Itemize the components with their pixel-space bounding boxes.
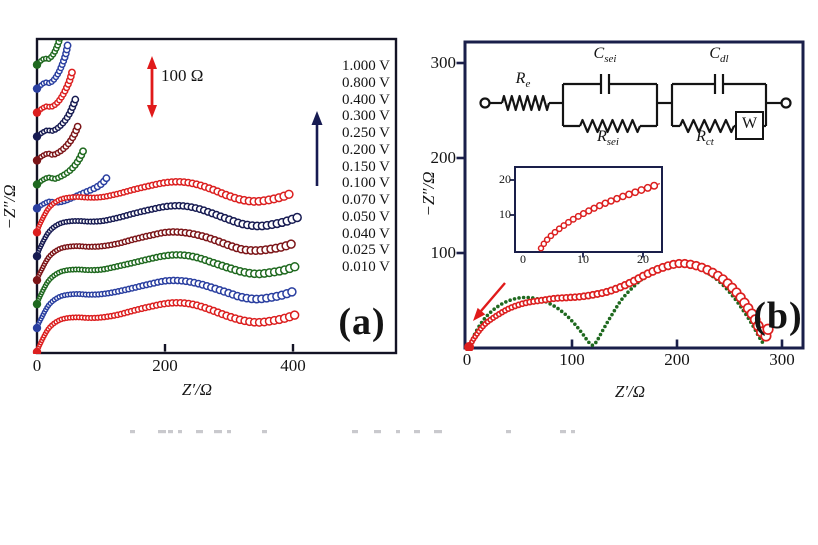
inset-y-tick-label: 20 [499,172,511,186]
voltage-label: 0.010 V [341,259,390,275]
panel-b-x-tick-label: 300 [769,350,795,369]
inset-x-tick-label: 0 [520,252,526,266]
capacitor-cdl-label: Cdl [709,45,729,66]
panel-a-x-tick-label: 400 [280,356,306,375]
panel-a-x-axis-label: Z′/Ω [181,380,213,399]
voltage-label: 0.800 V [341,74,390,91]
voltage-label: 0.250 V [341,125,390,141]
voltage-label: 0.400 V [341,91,390,108]
panel-a-frame [35,37,398,355]
resistor-rsei-label: Rsei [596,128,619,149]
voltage-legend: 1.000 V 0.800 V 0.400 V 0.300 V 0.250 V 0.200… [280,58,390,276]
panel-a-x-tick-label: 0 [32,356,42,375]
inset-y-tick-label: 10 [499,207,511,221]
resistor-rct-label: Rct [696,128,714,149]
inset-x-tick-label: 20 [637,252,649,266]
panel-b-y-tick-label: 100 [430,243,457,262]
equivalent-circuit [479,74,792,140]
panel-a-tag: (a) [338,301,386,343]
panel-b-tag: (b) [753,295,803,337]
inset-series [537,181,661,252]
voltage-label: 0.070 V [341,192,390,208]
panel-a-series [32,40,302,354]
voltage-label: 0.050 V [341,208,390,225]
voltage-label: 0.100 V [341,175,390,192]
panel-b-x-tick-label: 100 [559,350,585,369]
panel-b-y-tick-label: 200 [430,148,457,167]
capacitor-csei-label: Csei [593,45,617,66]
inset-x-tick-label: 10 [577,252,589,266]
voltage-label: 0.300 V [341,108,390,125]
voltage-label: 1.000 V [341,58,390,74]
panel-b-x-axis-label: Z′/Ω [614,382,646,401]
voltage-label: 0.150 V [341,158,390,175]
panel-b-x-tick-label: 0 [462,350,472,369]
scale-bar-label: 100 Ω [161,66,204,85]
voltage-label: 0.040 V [341,225,390,242]
panel-b-series [464,258,774,351]
inset-frame [514,166,663,253]
resistor-re-label: Re [515,70,531,91]
annotation-arrows [147,56,506,321]
panel-b-x-tick-label: 200 [664,350,690,369]
panel-b-y-tick-label: 300 [430,53,457,72]
voltage-label: 0.025 V [341,242,390,259]
voltage-label: 0.200 V [341,141,390,158]
panel-a-y-axis-label: −Z″/Ω [0,184,19,230]
panel-a-x-tick-label: 200 [152,356,178,375]
caption-remnant [130,430,575,434]
warburg-label: W [741,115,758,132]
panel-b-frame [463,40,805,350]
